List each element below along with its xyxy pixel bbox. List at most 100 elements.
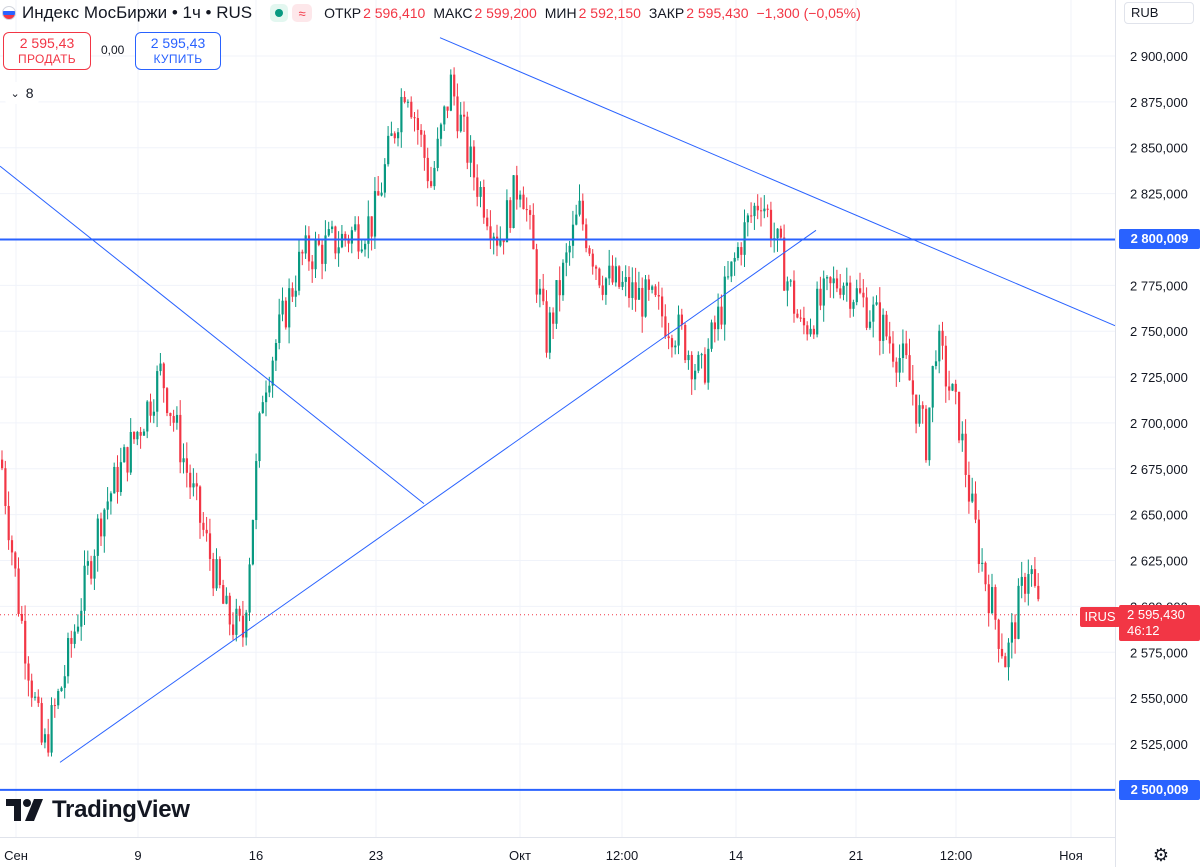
candle-body — [146, 401, 149, 432]
gear-icon[interactable]: ⚙ — [1152, 845, 1170, 865]
candle-body — [274, 342, 278, 361]
bar-countdown: 46:12 — [1127, 623, 1160, 638]
candle-body — [301, 251, 304, 254]
candle-body — [228, 595, 231, 625]
candle-body — [730, 261, 733, 277]
candle-body — [1033, 569, 1037, 586]
candle-body — [17, 568, 20, 614]
candle-body — [816, 288, 819, 335]
candle-body — [575, 214, 578, 225]
candle-body — [763, 208, 766, 212]
candle-body — [314, 240, 317, 270]
sell-button[interactable]: 2 595,43 ПРОДАТЬ — [3, 32, 91, 70]
candle-body — [373, 191, 377, 237]
candle-body — [717, 306, 720, 330]
candle-body — [697, 354, 700, 371]
level-price-label[interactable]: 2 800,009 — [1119, 229, 1200, 250]
symbol-title[interactable]: Индекс МосБиржи • 1ч • RUS — [22, 3, 253, 22]
candle-body — [898, 357, 901, 373]
candle-body — [1014, 622, 1017, 639]
candle-body — [304, 235, 307, 254]
candle-body — [291, 288, 294, 297]
candle-body — [918, 405, 921, 424]
candle-body — [687, 354, 690, 361]
candle-body — [740, 247, 743, 255]
candle-body — [232, 624, 235, 635]
candle-body — [614, 266, 617, 283]
price-tick-label: 2 875,000 — [1130, 95, 1188, 110]
candle-body — [139, 431, 142, 436]
candle-body — [423, 134, 426, 158]
indicators-toggle[interactable]: ⌄ 8 — [5, 82, 39, 104]
tradingview-logo[interactable]: TradingView — [6, 796, 190, 824]
candle-body — [76, 626, 80, 632]
candle-body — [251, 520, 254, 565]
candle-body — [545, 301, 548, 353]
candle-body — [548, 312, 551, 353]
candle-body — [133, 431, 136, 440]
candle-body — [258, 413, 261, 462]
candle-body — [152, 411, 155, 416]
buy-label: КУПИТЬ — [153, 52, 203, 66]
current-price-label[interactable]: 2 595,430 46:12 — [1119, 605, 1200, 641]
candle-body — [628, 277, 631, 298]
currency-selector[interactable]: RUB — [1124, 2, 1194, 24]
candle-body — [14, 552, 17, 569]
candle-body — [199, 486, 202, 523]
horizontal-levels — [0, 238, 1115, 791]
candle-body — [703, 354, 707, 383]
ohlc-open-value: 2 596,410 — [363, 5, 426, 21]
candle-body — [746, 215, 749, 223]
time-axis[interactable]: Сен 9 16 23 Окт 12:00 14 21 12:00 Ноя — [4, 848, 1083, 863]
chart-grid — [0, 0, 1115, 837]
ohlc-low-label: МИН — [544, 5, 577, 21]
price-tick-label: 2 775,000 — [1130, 278, 1188, 293]
price-tick-label: 2 750,000 — [1130, 324, 1188, 339]
candle-body — [839, 288, 842, 295]
candle-body — [248, 564, 251, 613]
candle-body — [403, 96, 406, 103]
candle-body — [383, 164, 386, 193]
candle-body — [337, 247, 340, 254]
candle-body — [865, 297, 868, 328]
candle-body — [479, 187, 482, 197]
candle-body — [354, 224, 357, 231]
wave-icon[interactable]: ≈ — [292, 4, 313, 22]
candle-body — [476, 177, 479, 197]
candle-body — [393, 133, 396, 139]
candle-body — [581, 200, 584, 225]
tradingview-logo-icon — [6, 799, 43, 821]
candle-body — [822, 278, 825, 306]
candle-body — [558, 280, 561, 296]
candle-body — [202, 522, 205, 530]
candle-body — [911, 380, 914, 395]
candle-body — [34, 696, 37, 698]
candle-body — [812, 328, 815, 335]
price-tick-label: 2 625,000 — [1130, 554, 1188, 569]
candle-body — [512, 175, 515, 228]
ohlc-high-value: 2 599,200 — [474, 5, 537, 21]
candle-body — [766, 208, 769, 210]
candle-body — [311, 261, 314, 270]
candle-body — [974, 493, 977, 520]
chart-legend-header: Индекс МосБиржи • 1ч • RUS ≈ ОТКР 2 596,… — [0, 0, 1115, 26]
price-axis[interactable]: 2 900,000 2 875,000 2 850,000 2 825,000 2 77… — [1130, 49, 1188, 752]
candle-body — [327, 229, 330, 236]
market-open-dot-icon[interactable] — [270, 4, 289, 22]
candle-body — [449, 74, 452, 111]
candle-body — [667, 336, 670, 339]
candle-body — [261, 402, 264, 414]
buy-button[interactable]: 2 595,43 КУПИТЬ — [135, 32, 221, 70]
candle-body — [486, 217, 489, 227]
candle-body — [621, 281, 624, 287]
candle-body — [60, 687, 63, 692]
candle-body — [1000, 648, 1004, 657]
candle-body — [238, 608, 241, 616]
candle-body — [357, 224, 360, 252]
level-price-label[interactable]: 2 500,009 — [1119, 779, 1200, 800]
candle-body — [835, 278, 839, 289]
candle-body — [677, 314, 680, 346]
candle-body — [760, 210, 763, 212]
candle-body — [265, 392, 268, 403]
